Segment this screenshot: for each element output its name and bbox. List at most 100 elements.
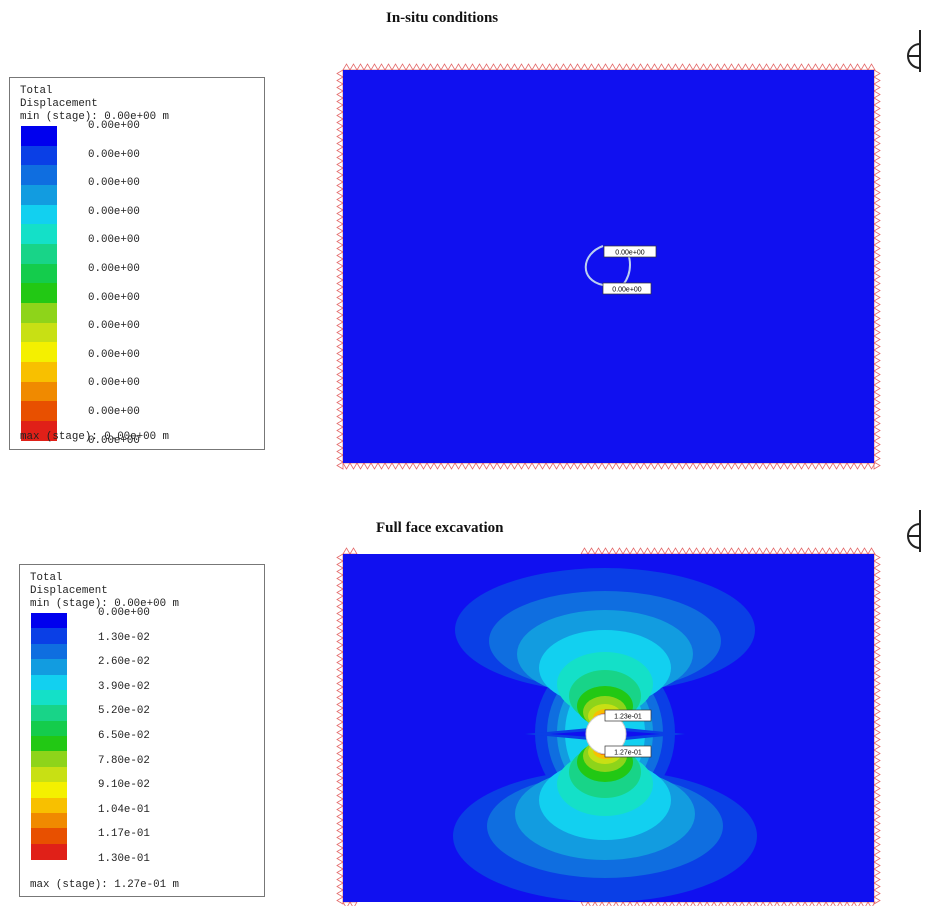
support-pin (713, 63, 722, 71)
support-pin (873, 875, 881, 884)
support-pin (860, 901, 869, 906)
support-pin (678, 547, 687, 555)
support-pin (594, 901, 603, 906)
legend-swatch (21, 263, 57, 284)
support-pin (461, 63, 470, 71)
support-pin (853, 63, 862, 71)
support-pin (825, 547, 834, 555)
support-pin (720, 547, 729, 555)
support-pin (336, 363, 344, 372)
support-pin (873, 251, 881, 260)
support-pin (615, 63, 624, 71)
support-pin (336, 160, 344, 169)
support-pin (336, 791, 344, 800)
support-pin (601, 901, 610, 906)
support-pin (727, 462, 736, 470)
support-pin (769, 547, 778, 555)
support-pin (336, 756, 344, 765)
support-pin (825, 63, 834, 71)
support-pin (643, 63, 652, 71)
support-pin (783, 63, 792, 71)
legend-swatch (21, 243, 57, 265)
support-pin (433, 63, 442, 71)
support-pin (671, 547, 680, 555)
support-pin (671, 901, 680, 906)
legend-swatch (31, 766, 67, 783)
support-pin (601, 63, 610, 71)
support-pin (489, 462, 498, 470)
support-pin (336, 419, 344, 428)
legend-value: 0.00e+00 (88, 177, 140, 190)
legend-header-displacement: Displacement (20, 98, 98, 110)
support-pin (384, 462, 393, 470)
support-pin (873, 728, 881, 737)
support-pin (336, 882, 344, 891)
support-pin (873, 798, 881, 807)
support-pin (336, 321, 344, 330)
support-pin (832, 63, 841, 71)
support-pin (846, 63, 855, 71)
support-pin (762, 63, 771, 71)
support-pin (573, 462, 582, 470)
support-pin (391, 63, 400, 71)
support-pin (636, 547, 645, 555)
support-pin (336, 679, 344, 688)
legend-header-min: min (stage): 0.00e+00 m (30, 598, 180, 610)
legend-swatch (31, 751, 67, 768)
support-pin (873, 693, 881, 702)
support-pin (336, 202, 344, 211)
support-pin (336, 602, 344, 611)
support-pin (657, 901, 666, 906)
support-pin (741, 901, 750, 906)
support-pin (336, 735, 344, 744)
support-pin (755, 547, 764, 555)
legend-swatch (31, 736, 67, 752)
support-pin (873, 812, 881, 821)
legend-value: 1.30e-01 (98, 853, 150, 865)
support-pin (510, 63, 519, 71)
support-pin (336, 553, 344, 562)
support-pin (762, 901, 771, 906)
support-pin (538, 462, 547, 470)
support-pin (790, 462, 799, 470)
support-pin (336, 433, 344, 442)
support-pin (336, 370, 344, 379)
support-pin (336, 181, 344, 190)
support-pin (580, 63, 589, 71)
support-pin (336, 230, 344, 239)
support-pin (398, 462, 407, 470)
support-pin (336, 875, 344, 884)
axis-glyph-icon (906, 508, 928, 561)
support-pin (440, 63, 449, 71)
support-pin (559, 63, 568, 71)
support-pin (873, 202, 881, 211)
support-pin (873, 623, 881, 632)
model-canvas-in-situ: 0.00e+00 0.00e+00 (336, 63, 881, 470)
support-pin (336, 76, 344, 85)
support-pin (873, 370, 881, 379)
legend-swatch (31, 613, 67, 629)
support-pin (336, 658, 344, 667)
support-pin (873, 742, 881, 751)
support-pin (873, 868, 881, 877)
support-pin (818, 547, 827, 555)
legend-swatch (31, 659, 67, 675)
support-pin (664, 462, 673, 470)
support-pin (573, 63, 582, 71)
support-pin (336, 384, 344, 393)
support-pin (349, 63, 358, 71)
support-pin (650, 901, 659, 906)
value-label-top: 1.23e-01 (604, 709, 652, 722)
support-pin (524, 462, 533, 470)
support-pin (783, 547, 792, 555)
support-pin (496, 462, 505, 470)
support-pin (818, 462, 827, 470)
support-pin (713, 462, 722, 470)
legend-value: 1.17e-01 (98, 828, 150, 841)
support-pin (873, 314, 881, 323)
support-pin (538, 63, 547, 71)
support-pin (629, 547, 638, 555)
support-pin (873, 349, 881, 358)
support-pin (336, 167, 344, 176)
support-pin (873, 721, 881, 730)
